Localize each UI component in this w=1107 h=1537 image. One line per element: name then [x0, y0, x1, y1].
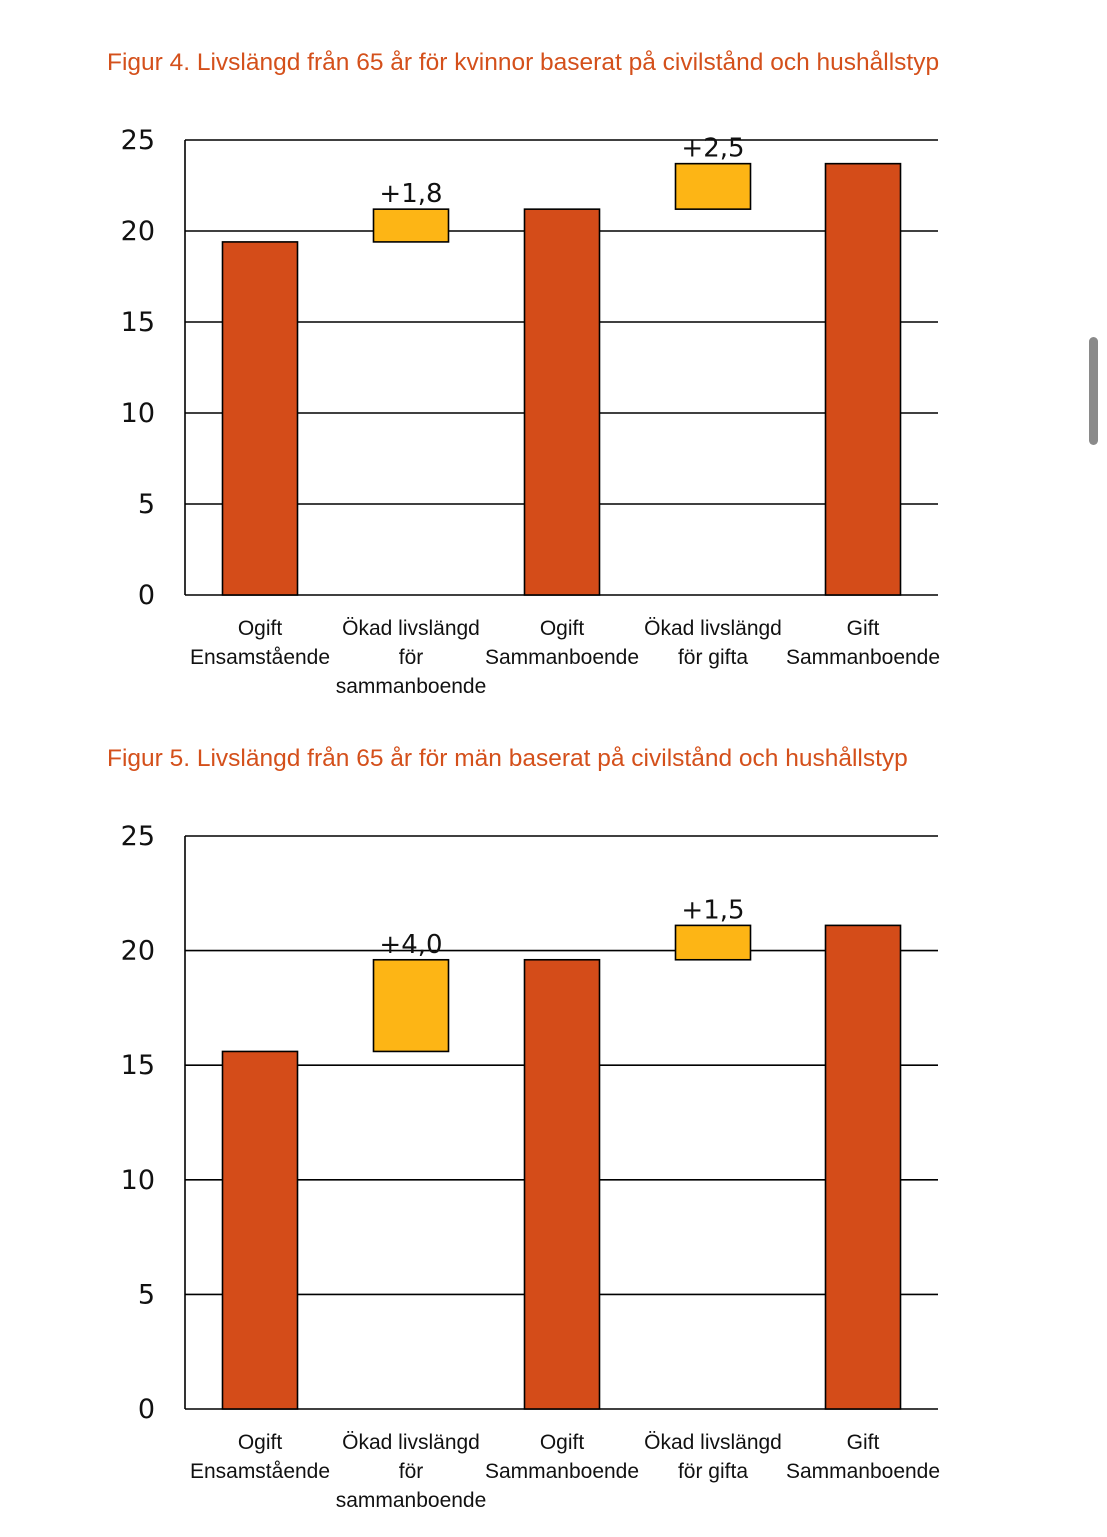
- category-label: för gifta: [678, 1460, 748, 1483]
- category-label: Sammanboende: [786, 646, 940, 669]
- category-label: Ensamstående: [190, 1460, 330, 1483]
- y-tick-label: 20: [121, 936, 155, 967]
- scrollbar[interactable]: [1089, 337, 1098, 445]
- figure-5-title: Figur 5. Livslängd från 65 år för män ba…: [107, 745, 908, 772]
- category-label: Ökad livslängd: [644, 617, 782, 640]
- category-label: Ogift: [540, 617, 585, 640]
- y-tick-label: 10: [121, 1165, 155, 1196]
- bar-total-3: [523, 958, 601, 1410]
- data-label-4: +2,5: [681, 134, 744, 164]
- figure-5-chart: 0 5 10 15 20 25 +4,0 +1,5 Ogift Ensamstående Ökad …: [121, 821, 940, 1512]
- figure-4-chart: 0 5 10 15 20 25 +1,8 +2,5 Ogift Ensamstående Ökad …: [121, 125, 940, 698]
- bar-total-3: [523, 208, 601, 596]
- category-label: Ökad livslängd: [342, 617, 480, 640]
- category-label: Ökad livslängd: [644, 1431, 782, 1454]
- bar-increase-2: [372, 958, 450, 1053]
- bar-total-5: [824, 924, 902, 1410]
- data-label-4: +1,5: [681, 895, 744, 925]
- category-label: Sammanboende: [786, 1460, 940, 1483]
- category-label: Sammanboende: [485, 1460, 639, 1483]
- data-label-2: +4,0: [379, 930, 442, 960]
- category-label: sammanboende: [336, 675, 487, 698]
- category-label: Ensamstående: [190, 646, 330, 669]
- y-tick-label: 20: [121, 216, 155, 247]
- y-tick-label: 10: [121, 398, 155, 429]
- bar-total-5: [824, 162, 902, 596]
- category-label: Gift: [847, 617, 880, 640]
- y-tick-label: 0: [138, 1394, 155, 1425]
- y-tick-label: 25: [121, 821, 155, 852]
- y-tick-label: 15: [121, 307, 155, 338]
- y-tick-label: 0: [138, 580, 155, 611]
- y-tick-label: 15: [121, 1050, 155, 1081]
- figure-4-title: Figur 4. Livslängd från 65 år för kvinno…: [107, 49, 940, 76]
- data-label-2: +1,8: [379, 179, 442, 209]
- category-label: för: [399, 1460, 424, 1483]
- category-label: Ökad livslängd: [342, 1431, 480, 1454]
- y-tick-label: 25: [121, 125, 155, 156]
- category-label: Ogift: [238, 617, 283, 640]
- y-tick-label: 5: [138, 489, 155, 520]
- category-label: sammanboende: [336, 1489, 487, 1512]
- category-label: för gifta: [678, 646, 748, 669]
- category-label: Sammanboende: [485, 646, 639, 669]
- bar-increase-4: [674, 924, 752, 961]
- bar-total-1: [221, 241, 299, 596]
- bar-increase-2: [372, 208, 450, 243]
- y-tick-label: 5: [138, 1279, 155, 1310]
- bar-increase-4: [674, 162, 752, 210]
- bar-total-1: [221, 1050, 299, 1410]
- category-label: Ogift: [540, 1431, 585, 1454]
- category-label: Ogift: [238, 1431, 283, 1454]
- category-label: för: [399, 646, 424, 669]
- category-label: Gift: [847, 1431, 880, 1454]
